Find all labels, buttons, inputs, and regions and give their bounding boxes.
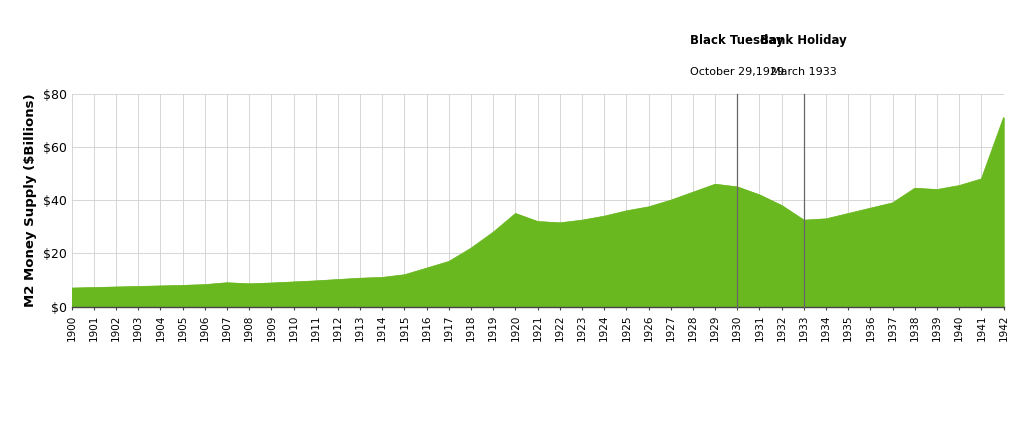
- Text: Black Tuesday: Black Tuesday: [690, 34, 784, 47]
- Y-axis label: M2 Money Supply ($Billions): M2 Money Supply ($Billions): [25, 93, 37, 307]
- Text: Bank Holiday: Bank Holiday: [761, 34, 847, 47]
- Text: October 29,1929: October 29,1929: [690, 67, 784, 77]
- Text: March 1933: March 1933: [771, 67, 837, 77]
